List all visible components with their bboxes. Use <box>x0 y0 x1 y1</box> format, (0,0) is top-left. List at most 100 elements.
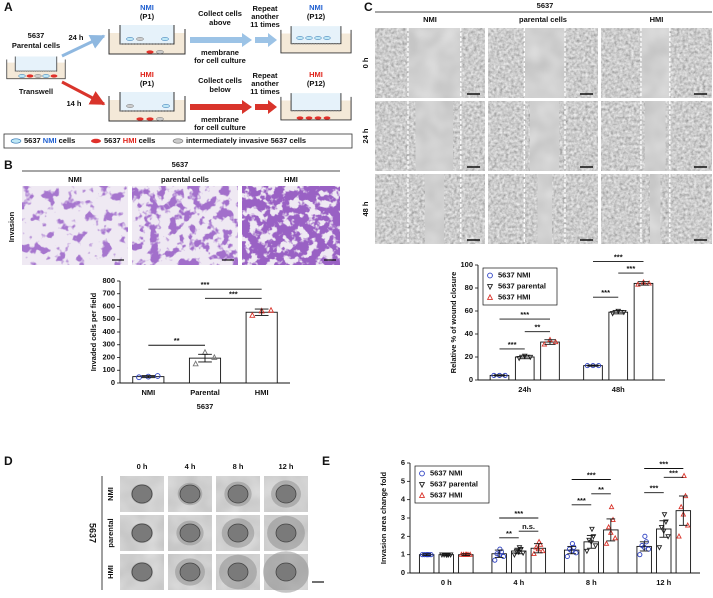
wound-area <box>408 28 461 98</box>
data-point <box>642 533 648 539</box>
legend-label: 5637 parental <box>498 281 546 290</box>
panel-c: C 5637 <box>364 0 712 14</box>
label: Repeat <box>252 4 278 13</box>
wound-area <box>640 28 670 98</box>
y-tick-label: 100 <box>102 365 115 374</box>
spheroid <box>131 562 153 582</box>
label: for cell culture <box>194 123 246 132</box>
label: Collect cells <box>198 76 242 85</box>
data-point <box>531 550 537 556</box>
data-point <box>267 306 275 313</box>
data-point <box>491 372 497 378</box>
significance-label: n.s. <box>522 522 535 531</box>
legend-marker <box>418 491 426 498</box>
bar <box>633 282 654 381</box>
wound-area <box>537 174 552 244</box>
arrow <box>190 100 252 114</box>
y-tick-label: 80 <box>465 283 473 292</box>
panel-d: D 5637 <box>4 454 324 590</box>
data-point <box>249 311 256 318</box>
y-tick-label: 0 <box>111 378 115 387</box>
data-point <box>605 523 612 530</box>
data-point <box>533 544 539 550</box>
y-tick-label: 800 <box>102 276 115 285</box>
label: Collect cells <box>198 9 242 18</box>
data-point <box>615 308 622 315</box>
legend-label: 5637 HMI <box>498 292 531 301</box>
wound-area <box>425 174 444 244</box>
legend-text: 5637 <box>104 136 123 145</box>
spheroid <box>227 523 249 543</box>
data-point <box>661 512 668 518</box>
y-tick-label: 300 <box>102 340 115 349</box>
data-point <box>635 281 641 287</box>
x-tick-label: 24h <box>518 385 531 394</box>
wound-area <box>524 28 565 98</box>
significance-label: *** <box>514 509 523 518</box>
spheroid <box>179 523 201 543</box>
panel-b: B 5637 Invasion <box>4 158 340 242</box>
label: 5637 <box>28 31 45 40</box>
arrow <box>255 33 277 47</box>
panel-a: A 5637 Parental cells Transwell 24 h 14 … <box>3 0 353 149</box>
data-point <box>584 548 590 555</box>
significance-label: ** <box>598 485 604 494</box>
column-label: parental cells <box>161 175 209 184</box>
data-point <box>589 526 595 533</box>
panel-label: B <box>4 158 13 172</box>
column-label: NMI <box>423 15 437 24</box>
data-point <box>612 534 619 541</box>
data-point <box>424 552 430 558</box>
significance-label: ** <box>534 323 540 332</box>
data-point <box>497 546 503 552</box>
label: Parental cells <box>12 41 60 50</box>
data-point <box>610 516 616 522</box>
data-point <box>154 373 161 379</box>
y-tick-label: 0 <box>401 568 405 577</box>
significance-label: *** <box>520 310 529 319</box>
significance-label: *** <box>659 459 668 468</box>
row-label: parental <box>106 518 115 547</box>
legend-text: 5637 HMI cells <box>104 136 155 145</box>
column-label: parental cells <box>519 15 567 24</box>
well-icon <box>108 92 186 122</box>
significance-label: *** <box>614 253 623 262</box>
data-point <box>536 538 542 544</box>
label: (P1) <box>140 12 155 21</box>
x-tick-label: 0 h <box>441 578 452 587</box>
legend-label: 5637 NMI <box>430 468 463 477</box>
significance-label: *** <box>587 470 596 479</box>
legend-marker <box>418 482 426 489</box>
row-label: 24 h <box>361 128 370 143</box>
wound-area <box>415 101 453 171</box>
well-icon <box>108 25 186 55</box>
column-label: NMI <box>68 175 82 184</box>
legend-text: 5637 NMI cells <box>24 136 75 145</box>
legend-icon <box>10 138 22 144</box>
data-point <box>539 547 546 554</box>
legend-icon <box>172 138 184 144</box>
well-icon <box>280 92 352 121</box>
y-tick-label: 100 <box>460 260 473 269</box>
legend-text: HMI <box>123 136 137 145</box>
label: 24 h <box>68 33 83 42</box>
arrow <box>61 34 106 58</box>
legend-text: NMI <box>43 136 57 145</box>
significance-label: *** <box>229 289 238 298</box>
label: another <box>251 12 279 21</box>
cells <box>126 104 170 121</box>
legend-marker <box>419 470 425 477</box>
data-point <box>676 533 682 539</box>
data-point <box>584 363 590 369</box>
label: membrane <box>201 48 239 57</box>
x-tick-label: Parental <box>190 388 220 397</box>
row-label: 48 h <box>361 201 370 216</box>
significance-label: *** <box>577 496 586 505</box>
data-point <box>502 372 508 378</box>
label: Repeat <box>252 71 278 80</box>
y-tick-label: 700 <box>102 289 115 298</box>
panel-label: C <box>364 0 373 14</box>
legend-box <box>3 133 353 149</box>
label: (P1) <box>140 79 155 88</box>
data-point <box>681 472 687 478</box>
